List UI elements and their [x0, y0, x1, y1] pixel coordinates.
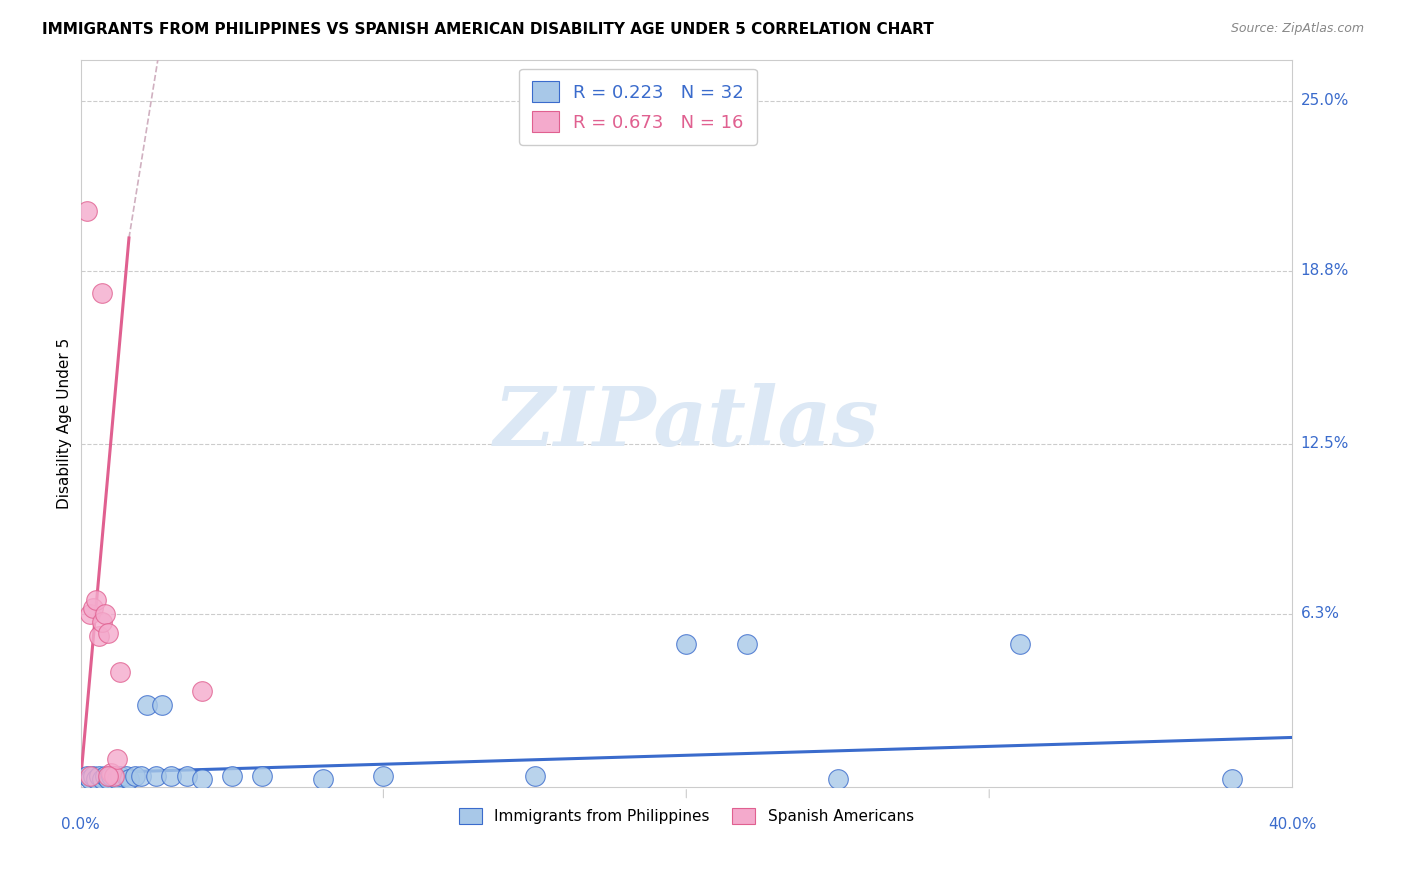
Point [373, 769, 395, 783]
Point [90, 285, 112, 300]
Point [76, 769, 98, 783]
Point [108, 665, 131, 679]
Point [252, 769, 274, 783]
Point [136, 698, 159, 712]
Point [523, 769, 546, 783]
Point [84, 593, 107, 607]
Point [97, 772, 120, 786]
Point [118, 772, 141, 786]
Point [84, 772, 107, 786]
Point [190, 772, 212, 786]
Point [735, 637, 758, 651]
Point [108, 769, 131, 783]
Point [79, 769, 101, 783]
Point [87, 769, 110, 783]
Point [1220, 772, 1243, 786]
Point [150, 698, 173, 712]
Point [93, 769, 115, 783]
Point [100, 769, 122, 783]
Point [82, 601, 104, 615]
Text: ZIPatlas: ZIPatlas [494, 384, 879, 463]
Text: 6.3%: 6.3% [1301, 607, 1340, 622]
Legend: Immigrants from Philippines, Spanish Americans: Immigrants from Philippines, Spanish Ame… [453, 802, 920, 830]
Point [90, 772, 112, 786]
Point [176, 769, 198, 783]
Point [145, 769, 167, 783]
Point [79, 607, 101, 621]
Point [76, 203, 98, 218]
Point [160, 769, 183, 783]
Point [1008, 637, 1031, 651]
Point [97, 769, 120, 783]
Text: 12.5%: 12.5% [1301, 436, 1348, 451]
Point [675, 637, 697, 651]
Point [827, 772, 849, 786]
Point [103, 769, 125, 783]
Point [105, 772, 128, 786]
Point [93, 607, 115, 621]
Text: 40.0%: 40.0% [1268, 817, 1316, 832]
Y-axis label: Disability Age Under 5: Disability Age Under 5 [58, 337, 72, 508]
Point [129, 769, 152, 783]
Text: Source: ZipAtlas.com: Source: ZipAtlas.com [1230, 22, 1364, 36]
Text: 0.0%: 0.0% [60, 817, 100, 832]
Point [115, 769, 138, 783]
Point [97, 626, 120, 640]
Point [103, 769, 125, 783]
Point [190, 683, 212, 698]
Point [90, 615, 112, 630]
Point [87, 629, 110, 643]
Point [79, 772, 101, 786]
Point [105, 752, 128, 766]
Text: 25.0%: 25.0% [1301, 94, 1348, 108]
Point [82, 769, 104, 783]
Point [312, 772, 335, 786]
Point [100, 766, 122, 780]
Point [221, 769, 243, 783]
Text: IMMIGRANTS FROM PHILIPPINES VS SPANISH AMERICAN DISABILITY AGE UNDER 5 CORRELATI: IMMIGRANTS FROM PHILIPPINES VS SPANISH A… [42, 22, 934, 37]
Point [124, 769, 146, 783]
Text: 18.8%: 18.8% [1301, 263, 1348, 278]
